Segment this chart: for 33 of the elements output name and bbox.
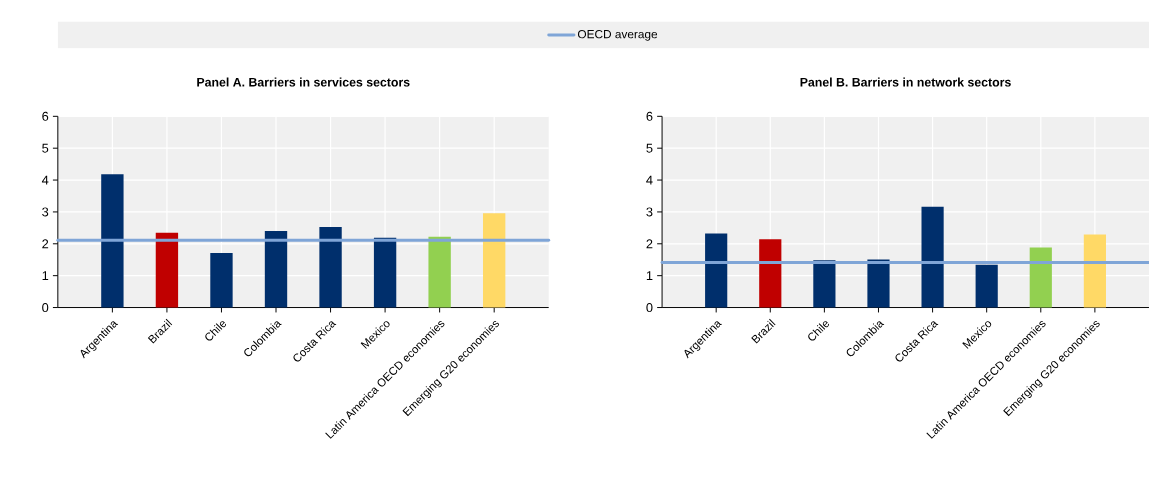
y-tick-label: 1 bbox=[646, 271, 653, 281]
bar bbox=[759, 239, 782, 308]
legend-label: OECD average bbox=[577, 30, 658, 41]
y-tick-label: 2 bbox=[42, 239, 49, 249]
bar bbox=[1029, 247, 1052, 308]
bar bbox=[373, 237, 397, 308]
y-tick-label: 5 bbox=[646, 143, 653, 153]
bar bbox=[975, 264, 998, 308]
bar bbox=[867, 259, 890, 308]
bar bbox=[482, 213, 506, 308]
y-tick-label: 1 bbox=[42, 271, 49, 281]
y-tick-label: 6 bbox=[42, 111, 49, 121]
y-tick-label: 6 bbox=[646, 111, 653, 121]
chart-title: Panel A. Barriers in services sectors bbox=[197, 77, 410, 87]
y-tick-label: 2 bbox=[646, 239, 653, 249]
y-tick-label: 3 bbox=[646, 207, 653, 217]
bar bbox=[155, 232, 179, 308]
y-tick-label: 0 bbox=[42, 303, 49, 313]
bar bbox=[101, 174, 124, 308]
bar bbox=[428, 236, 451, 308]
y-tick-label: 0 bbox=[646, 303, 653, 313]
bar bbox=[813, 260, 836, 308]
bar bbox=[264, 231, 288, 308]
bar bbox=[319, 226, 342, 308]
bar bbox=[210, 253, 233, 308]
bar bbox=[1083, 234, 1106, 308]
y-tick-label: 5 bbox=[42, 143, 49, 153]
y-tick-label: 4 bbox=[41, 175, 49, 185]
bar bbox=[705, 233, 728, 308]
bar bbox=[921, 206, 944, 308]
chart-title: Panel B. Barriers in network sectors bbox=[800, 77, 1011, 87]
y-tick-label: 4 bbox=[646, 175, 653, 185]
y-tick-label: 3 bbox=[42, 207, 49, 217]
